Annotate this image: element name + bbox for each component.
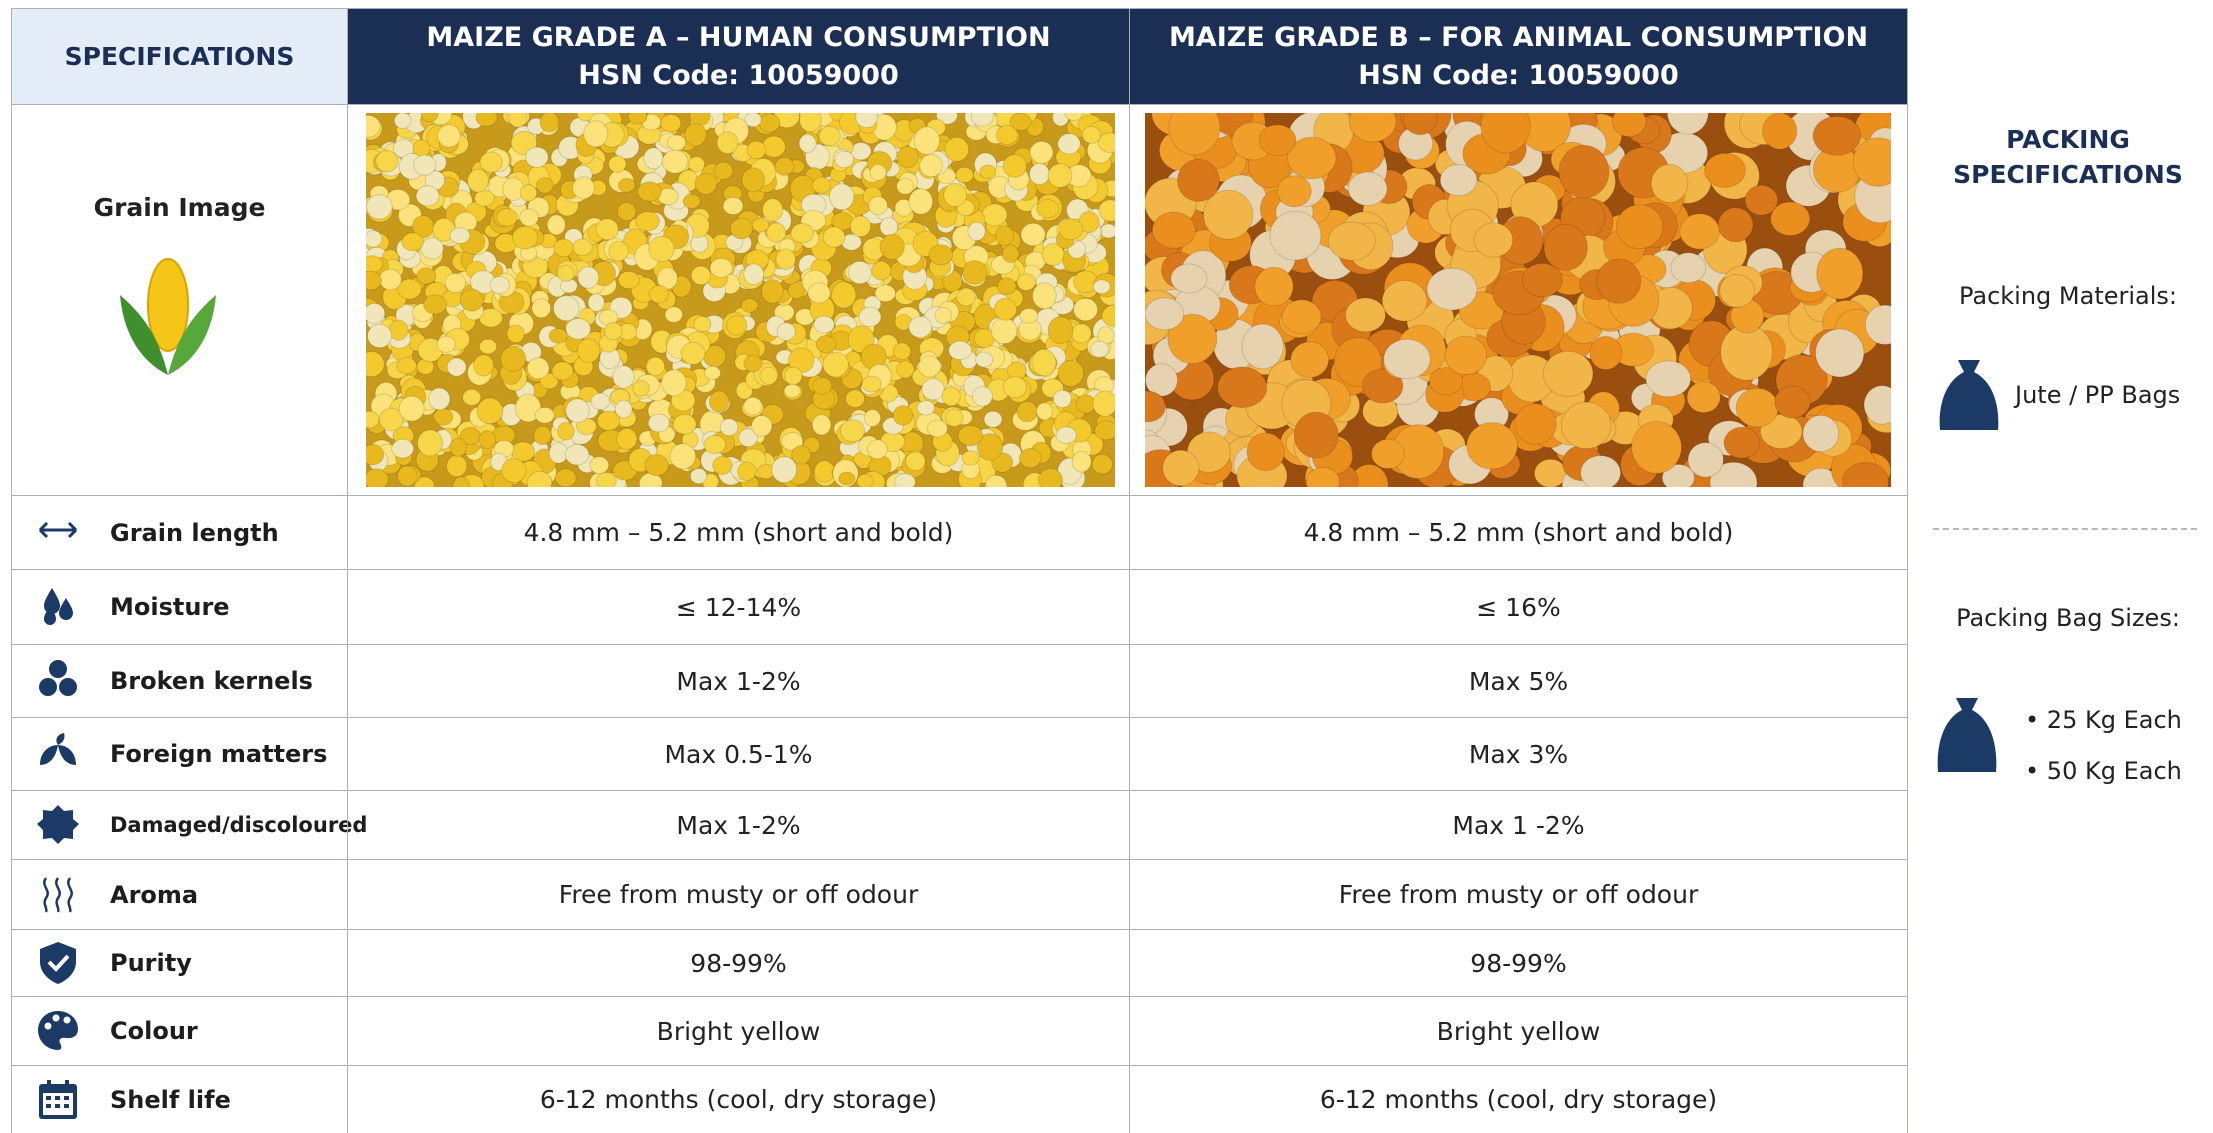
column-header: MAIZE GRADE B – FOR ANIMAL CONSUMPTION H…	[1129, 8, 1908, 105]
materials: Jute / PP Bags	[2015, 381, 2180, 409]
row-value: Max 1-2%	[347, 790, 1130, 860]
grain-image-a	[366, 113, 1115, 487]
row-value: Free from musty or off odour	[347, 859, 1130, 930]
materials-label: Packing Materials:	[1920, 282, 2213, 310]
hsn-code: HSN Code: 10059000	[578, 57, 899, 95]
page: SPECIFICATIONS MAIZE GRADE A – HUMAN CON…	[0, 0, 2213, 1133]
packing-title: PACKING SPECIFICATIONS	[1940, 122, 2196, 192]
spec-label: SPECIFICATIONS	[65, 42, 295, 71]
row-value: 4.8 mm – 5.2 mm (short and bold)	[1129, 495, 1908, 570]
bag-icon	[1934, 694, 2000, 776]
column-title: MAIZE GRADE B – FOR ANIMAL CONSUMPTION	[1169, 19, 1868, 57]
row-value: 98-99%	[1129, 929, 1908, 997]
row-value: Bright yellow	[347, 996, 1130, 1066]
grain-image-b	[1145, 113, 1891, 487]
divider	[1933, 528, 2197, 530]
row-icon	[36, 1008, 80, 1054]
row-icon	[36, 940, 80, 986]
row-icon	[36, 584, 80, 630]
row-icon	[36, 802, 80, 848]
bag-size: • 25 Kg Each	[2025, 706, 2182, 734]
column-title: MAIZE GRADE A – HUMAN CONSUMPTION	[426, 19, 1050, 57]
row-icon	[36, 872, 80, 918]
row-icon	[36, 510, 80, 556]
row-value: Max 0.5-1%	[347, 717, 1130, 791]
row-value: 6-12 months (cool, dry storage)	[1129, 1065, 1908, 1133]
row-value: 4.8 mm – 5.2 mm (short and bold)	[347, 495, 1130, 570]
spec-header: SPECIFICATIONS	[11, 8, 348, 105]
row-icon	[36, 1077, 80, 1123]
row-value: ≤ 16%	[1129, 569, 1908, 645]
row-value: Max 5%	[1129, 644, 1908, 718]
row-value: Bright yellow	[1129, 996, 1908, 1066]
row-value: Max 3%	[1129, 717, 1908, 791]
sizes-label: Packing Bag Sizes:	[1920, 604, 2213, 632]
row-value: Max 1 -2%	[1129, 790, 1908, 860]
bag-icon	[1936, 356, 2002, 434]
row-icon	[36, 658, 80, 704]
bag-size: • 50 Kg Each	[2025, 757, 2182, 785]
column-header: MAIZE GRADE A – HUMAN CONSUMPTION HSN Co…	[347, 8, 1130, 105]
row-icon	[36, 731, 80, 777]
hsn-code: HSN Code: 10059000	[1358, 57, 1679, 95]
row-value: ≤ 12-14%	[347, 569, 1130, 645]
image-row-label: Grain Image	[94, 193, 266, 222]
row-value: 98-99%	[347, 929, 1130, 997]
corn-icon	[118, 250, 218, 380]
row-value: Max 1-2%	[347, 644, 1130, 718]
row-value: 6-12 months (cool, dry storage)	[347, 1065, 1130, 1133]
row-value: Free from musty or off odour	[1129, 859, 1908, 930]
